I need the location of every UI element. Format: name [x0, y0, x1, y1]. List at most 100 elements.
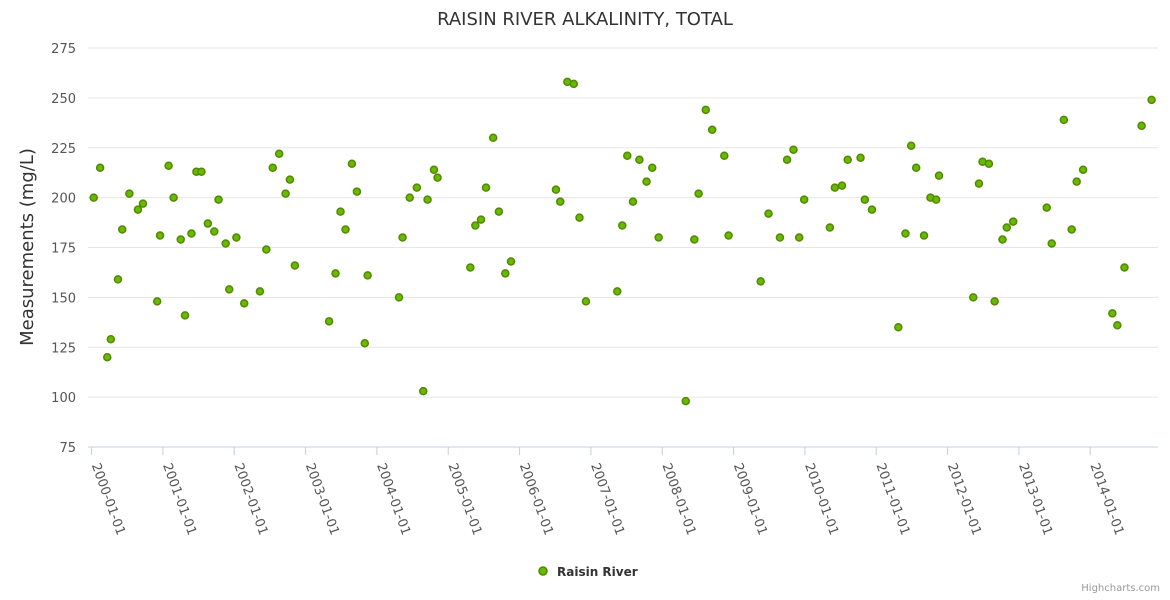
data-point[interactable] — [419, 386, 428, 396]
data-point[interactable] — [613, 287, 622, 296]
data-point[interactable] — [794, 233, 804, 242]
data-point[interactable] — [990, 297, 999, 306]
data-point[interactable] — [1120, 263, 1129, 272]
data-point[interactable] — [998, 235, 1007, 244]
data-point[interactable] — [867, 205, 877, 214]
data-point[interactable] — [476, 215, 486, 224]
data-point[interactable] — [837, 181, 847, 190]
data-point[interactable] — [551, 185, 561, 194]
data-point[interactable] — [398, 233, 407, 242]
data-point[interactable] — [555, 197, 565, 206]
data-point[interactable] — [138, 199, 148, 208]
data-point[interactable] — [984, 159, 994, 168]
data-point[interactable] — [169, 193, 178, 202]
data-point[interactable] — [363, 271, 372, 280]
legend-label[interactable]: Raisin River — [557, 565, 638, 579]
data-point[interactable] — [1072, 177, 1081, 186]
data-point[interactable] — [506, 257, 516, 266]
data-point[interactable] — [856, 153, 865, 162]
data-point[interactable] — [569, 79, 579, 89]
data-point[interactable] — [1078, 165, 1088, 174]
data-point[interactable] — [1042, 203, 1051, 212]
data-point[interactable] — [642, 177, 651, 186]
data-point[interactable] — [285, 175, 295, 184]
data-point[interactable] — [581, 297, 591, 306]
data-point[interactable] — [647, 163, 657, 172]
data-point[interactable] — [843, 155, 852, 164]
data-point[interactable] — [694, 189, 703, 198]
data-point[interactable] — [1008, 217, 1018, 226]
data-point[interactable] — [224, 285, 234, 294]
data-point[interactable] — [106, 335, 116, 344]
data-point[interactable] — [501, 269, 510, 278]
data-point[interactable] — [203, 219, 213, 228]
data-point[interactable] — [1108, 309, 1117, 318]
data-point[interactable] — [103, 352, 112, 362]
data-point[interactable] — [799, 195, 809, 204]
data-point[interactable] — [830, 183, 840, 192]
data-point[interactable] — [290, 261, 300, 270]
data-point[interactable] — [931, 195, 941, 204]
data-point[interactable] — [341, 225, 350, 234]
data-point[interactable] — [494, 207, 504, 216]
data-point[interactable] — [575, 213, 584, 222]
data-point[interactable] — [825, 223, 835, 232]
data-point[interactable] — [255, 287, 265, 296]
data-point[interactable] — [707, 125, 717, 135]
data-point[interactable] — [1047, 239, 1056, 248]
data-point[interactable] — [180, 311, 190, 320]
data-point[interactable] — [95, 163, 105, 172]
data-point[interactable] — [412, 183, 422, 192]
data-point[interactable] — [429, 165, 439, 174]
data-point[interactable] — [1059, 115, 1069, 125]
data-point[interactable] — [394, 293, 404, 302]
data-point[interactable] — [724, 231, 733, 240]
data-point[interactable] — [1147, 95, 1156, 105]
data-point[interactable] — [405, 193, 414, 202]
data-point[interactable] — [262, 245, 271, 254]
data-point[interactable] — [623, 151, 632, 160]
data-point[interactable] — [176, 235, 185, 244]
data-point[interactable] — [125, 189, 134, 198]
data-point[interactable] — [324, 317, 334, 326]
data-point[interactable] — [488, 133, 498, 143]
data-point[interactable] — [210, 227, 219, 236]
legend[interactable]: Raisin River — [538, 565, 638, 579]
data-point[interactable] — [1113, 321, 1122, 330]
data-point[interactable] — [221, 239, 230, 248]
data-point[interactable] — [331, 269, 340, 278]
chart-credit[interactable]: Highcharts.com — [1081, 583, 1160, 594]
data-point[interactable] — [187, 229, 196, 238]
data-point[interactable] — [974, 179, 984, 188]
data-point[interactable] — [911, 163, 921, 172]
data-point[interactable] — [197, 167, 206, 176]
data-point[interactable] — [1067, 225, 1076, 234]
data-point[interactable] — [214, 195, 223, 204]
data-point[interactable] — [164, 161, 173, 170]
data-point[interactable] — [919, 231, 929, 240]
data-point[interactable] — [789, 145, 798, 154]
data-point[interactable] — [860, 195, 870, 204]
data-point[interactable] — [89, 193, 98, 202]
data-point[interactable] — [720, 151, 729, 160]
data-point[interactable] — [117, 225, 127, 234]
data-point[interactable] — [1002, 223, 1012, 232]
data-point[interactable] — [901, 229, 910, 238]
data-point[interactable] — [471, 221, 480, 230]
data-point[interactable] — [654, 233, 663, 242]
data-point[interactable] — [232, 233, 241, 242]
data-point[interactable] — [347, 159, 357, 168]
data-point[interactable] — [352, 187, 362, 196]
data-point[interactable] — [152, 297, 162, 306]
data-point[interactable] — [133, 205, 143, 214]
data-point[interactable] — [764, 209, 773, 218]
data-point[interactable] — [155, 231, 165, 240]
data-point[interactable] — [423, 195, 432, 204]
data-point[interactable] — [756, 277, 765, 286]
data-point[interactable] — [894, 323, 903, 332]
data-point[interactable] — [1137, 121, 1146, 131]
data-point[interactable] — [968, 293, 978, 302]
data-point[interactable] — [934, 171, 944, 180]
data-point[interactable] — [268, 163, 278, 172]
data-point[interactable] — [681, 396, 691, 406]
